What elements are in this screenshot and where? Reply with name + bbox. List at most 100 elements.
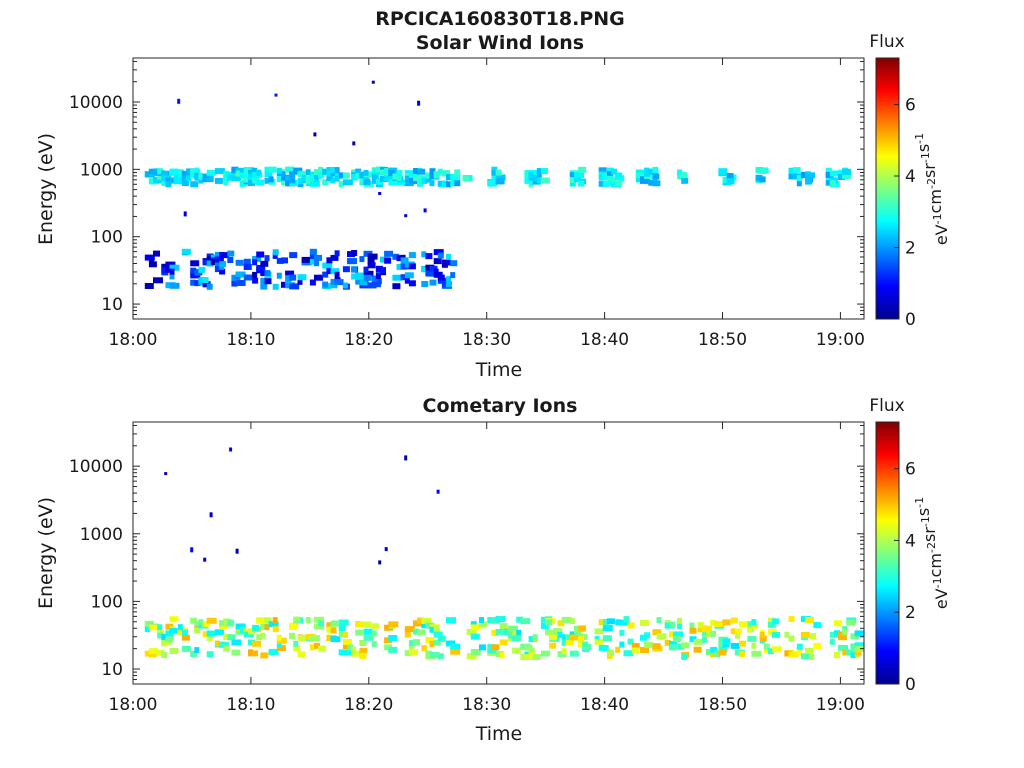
heatmap-cell <box>252 259 258 266</box>
heatmap-cell <box>375 178 383 185</box>
heatmap-cell <box>272 249 279 256</box>
heatmap-cell <box>664 639 671 646</box>
heatmap-cell <box>408 252 416 259</box>
heatmap-cell <box>214 266 222 273</box>
heatmap-cell <box>706 649 714 655</box>
heatmap-cell <box>169 268 175 275</box>
heatmap-cell <box>309 258 318 265</box>
heatmap-cell <box>239 180 246 187</box>
heatmap-cell <box>805 172 815 179</box>
heatmap-cell <box>248 628 255 635</box>
heatmap-cell <box>231 166 239 173</box>
heatmap-cell <box>607 171 613 178</box>
x-tick-label: 18:50 <box>698 695 747 715</box>
heatmap-cell <box>433 268 439 275</box>
heatmap-cell <box>252 277 259 284</box>
heatmap-cell <box>598 167 607 174</box>
heatmap-cell <box>582 644 592 651</box>
colorbar-title: Flux <box>869 396 904 416</box>
heatmap-cell <box>557 620 565 627</box>
heatmap-cell <box>619 641 625 648</box>
heatmap-cell <box>417 629 426 636</box>
heatmap-cell <box>169 627 178 634</box>
heatmap-cell <box>433 639 441 646</box>
heatmap-cell <box>524 177 532 184</box>
heatmap-cell <box>437 168 443 175</box>
heatmap-cell <box>165 630 174 637</box>
heatmap-cell <box>421 178 428 184</box>
heatmap-cell <box>693 646 702 653</box>
heatmap-cell <box>256 251 265 258</box>
heatmap-cell <box>739 640 746 647</box>
heatmap-cell <box>330 282 338 289</box>
colorbar-tick-label: 0 <box>905 675 916 695</box>
heatmap-cell <box>260 277 267 284</box>
heatmap-cell <box>256 179 265 186</box>
heatmap-cell <box>396 175 402 181</box>
heatmap-cell <box>272 626 279 633</box>
heatmap-cell <box>181 645 191 652</box>
heatmap-cell <box>219 261 227 268</box>
y-axis-label: Energy (eV) <box>35 133 57 245</box>
heatmap-cell <box>540 650 550 657</box>
heatmap-cell <box>161 267 167 274</box>
heatmap-cell <box>314 642 320 649</box>
heatmap-cell <box>710 647 718 653</box>
heatmap-cell <box>235 271 246 278</box>
heatmap-cell <box>305 617 311 623</box>
heatmap-cell <box>363 621 372 628</box>
heatmap-cell <box>264 166 272 173</box>
heatmap-cell <box>322 271 329 278</box>
heatmap-cell <box>165 177 175 184</box>
heatmap-cell <box>276 171 286 178</box>
heatmap-cell <box>314 173 321 180</box>
heatmap-cell <box>334 167 340 174</box>
heatmap-cell <box>235 259 244 266</box>
heatmap-cell <box>602 635 612 642</box>
heatmap-cell <box>759 632 765 638</box>
heatmap-cell <box>829 170 839 177</box>
heatmap-cell <box>408 640 416 647</box>
heatmap-cell <box>850 652 856 659</box>
heatmap-cell <box>470 649 481 655</box>
heatmap-cell <box>619 629 625 636</box>
heatmap-cell <box>392 173 398 180</box>
heatmap-cell <box>668 640 677 647</box>
heatmap-cell <box>710 619 717 626</box>
heatmap-cell <box>314 254 322 261</box>
heatmap-cell <box>276 645 286 652</box>
x-tick-label: 18:30 <box>462 330 511 350</box>
heatmap-cell <box>161 652 168 659</box>
colorbar: Flux eV-1cm-2sr-1s-1 0 2 4 6 <box>869 396 951 695</box>
heatmap-cell <box>285 166 295 173</box>
heatmap-cell <box>388 621 399 628</box>
heatmap-cell <box>285 275 293 282</box>
heatmap-cell <box>194 269 202 276</box>
heatmap-cell <box>809 653 815 660</box>
plot-frame <box>132 421 865 685</box>
heatmap-cell <box>153 169 158 175</box>
heatmap-cell <box>574 172 584 178</box>
heatmap-cell <box>429 279 437 286</box>
y-tick-label: 1000 <box>80 160 123 180</box>
heatmap-cell <box>689 622 695 629</box>
heatmap-cell <box>854 642 864 649</box>
heatmap-cell <box>730 617 738 624</box>
heatmap-cell <box>268 621 279 628</box>
heatmap-cell <box>739 651 745 657</box>
heatmap-cell <box>532 178 541 185</box>
heatmap-cell <box>190 617 198 624</box>
heatmap-cell <box>730 642 740 649</box>
heatmap-cell <box>371 167 378 174</box>
heatmap-cell <box>425 650 433 657</box>
heatmap-cell <box>181 248 191 255</box>
heatmap-cell <box>767 648 774 655</box>
heatmap-cell <box>342 639 352 645</box>
heatmap-cell <box>833 630 840 637</box>
x-tick-label: 18:00 <box>109 695 158 715</box>
heatmap-cell <box>203 557 207 562</box>
heatmap-cell <box>338 649 348 656</box>
heatmap-cell <box>309 248 317 255</box>
heatmap-cell <box>796 649 802 656</box>
heatmap-cell <box>656 617 662 624</box>
